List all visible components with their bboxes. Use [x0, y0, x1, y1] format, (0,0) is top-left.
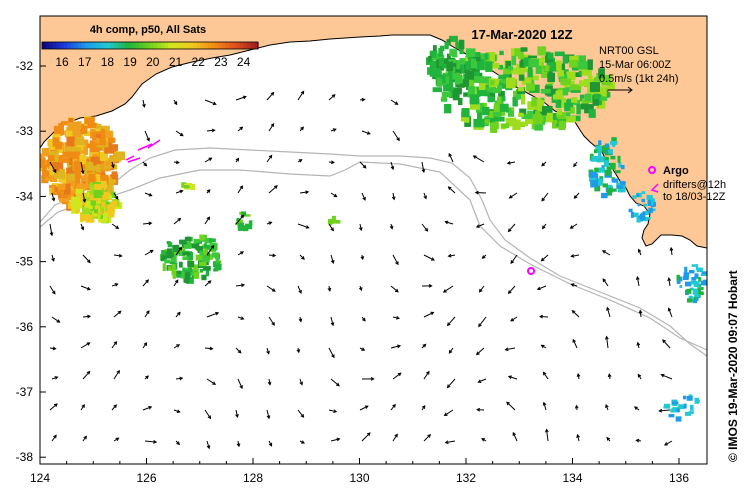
- current-time: 15-Mar 06:00Z: [599, 59, 671, 71]
- current-scale: 0.5m/s (1kt 24h): [599, 73, 678, 85]
- map-title: 17-Mar-2020 12Z: [471, 27, 572, 42]
- y-tick-label: -35: [16, 255, 34, 269]
- colorbar-tick-label: 21: [169, 55, 183, 69]
- colorbar-tick-label: 17: [78, 55, 92, 69]
- x-tick-label: 124: [30, 471, 50, 485]
- y-tick-label: -33: [16, 124, 34, 138]
- colorbar-tick-label: 22: [192, 55, 206, 69]
- x-tick-label: 134: [562, 471, 582, 485]
- y-tick-label: -32: [16, 59, 34, 73]
- y-tick-label: -37: [16, 385, 34, 399]
- x-tick-label: 136: [669, 471, 689, 485]
- x-tick-label: 132: [456, 471, 476, 485]
- colorbar-tick-label: 20: [146, 55, 160, 69]
- colorbar-tick-label: 19: [123, 55, 137, 69]
- x-tick-label: 126: [136, 471, 156, 485]
- colorbar-tick-label: 23: [214, 55, 228, 69]
- colorbar-tick-label: 18: [101, 55, 115, 69]
- credit-text: © IMOS 19-Mar-2020 09:07 Hobart: [726, 270, 740, 462]
- colorbar-tick-label: 16: [55, 55, 69, 69]
- y-tick-label: -34: [16, 189, 34, 203]
- drifters-line1: drifters@12h: [663, 179, 726, 191]
- drifters-line2: to 18/03-12Z: [663, 191, 726, 203]
- argo-label: Argo: [663, 165, 689, 177]
- y-tick-label: -38: [16, 450, 34, 464]
- legend-title: 4h comp, p50, All Sats: [90, 24, 206, 36]
- x-tick-label: 128: [243, 471, 263, 485]
- current-source: NRT00 GSL: [599, 45, 659, 57]
- colorbar-tick-label: 24: [237, 55, 251, 69]
- x-tick-label: 130: [349, 471, 369, 485]
- colorbar: [42, 42, 259, 49]
- y-tick-label: -36: [16, 320, 34, 334]
